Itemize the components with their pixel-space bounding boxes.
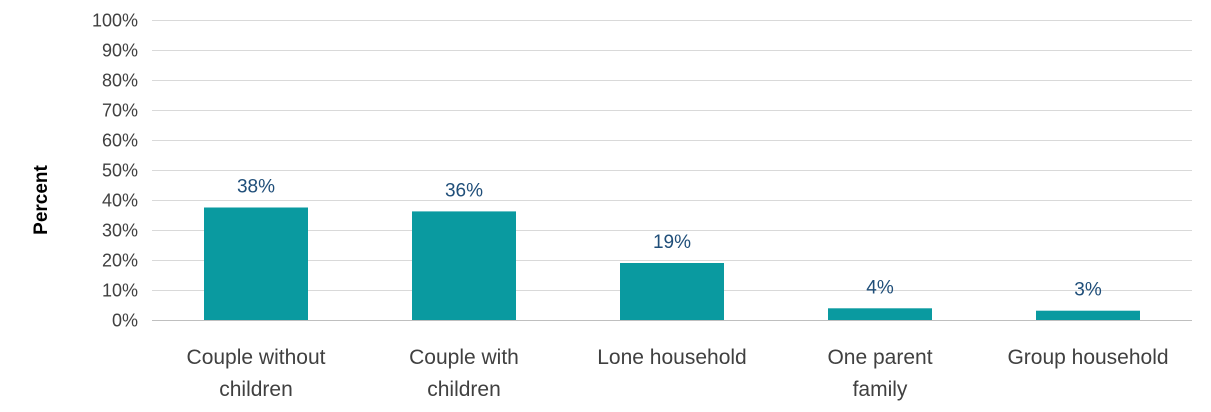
bar xyxy=(412,211,516,320)
y-tick-label: 0% xyxy=(112,311,138,331)
y-tick-label: 80% xyxy=(102,71,138,91)
bar xyxy=(620,263,724,320)
data-label: 36% xyxy=(445,180,483,201)
y-tick-label: 90% xyxy=(102,41,138,61)
y-tick-label: 10% xyxy=(102,281,138,301)
bars xyxy=(204,207,1140,320)
y-tick-label: 70% xyxy=(102,101,138,121)
data-label: 4% xyxy=(866,277,894,298)
gridlines xyxy=(152,20,1192,291)
x-tick-label: children xyxy=(219,378,293,401)
y-tick-label: 100% xyxy=(92,11,138,31)
y-tick-labels: 0% 10% 20% 30% 40% 50% 60% 70% 80% 90% 100% xyxy=(92,11,138,331)
y-axis-label: Percent xyxy=(31,164,52,234)
x-tick-label: family xyxy=(853,378,908,401)
bar xyxy=(828,308,932,320)
y-tick-label: 40% xyxy=(102,191,138,211)
x-tick-labels: Couple without children Couple with childre… xyxy=(187,346,1169,401)
y-tick-label: 50% xyxy=(102,161,138,181)
data-label: 3% xyxy=(1074,280,1102,301)
bar xyxy=(204,207,308,320)
data-label: 19% xyxy=(653,232,691,253)
data-label: 38% xyxy=(237,177,275,198)
x-tick-label: One parent xyxy=(827,346,932,369)
x-tick-label: Group household xyxy=(1007,346,1168,369)
x-tick-label: Couple with xyxy=(409,346,519,369)
data-labels: 38% 36% 19% 4% 3% xyxy=(237,177,1102,301)
x-tick-label: children xyxy=(427,378,501,401)
bar xyxy=(1036,310,1140,320)
x-tick-label: Couple without xyxy=(187,346,326,369)
y-tick-label: 30% xyxy=(102,221,138,241)
x-tick-label: Lone household xyxy=(597,346,746,369)
y-tick-label: 20% xyxy=(102,251,138,271)
y-tick-label: 60% xyxy=(102,131,138,151)
